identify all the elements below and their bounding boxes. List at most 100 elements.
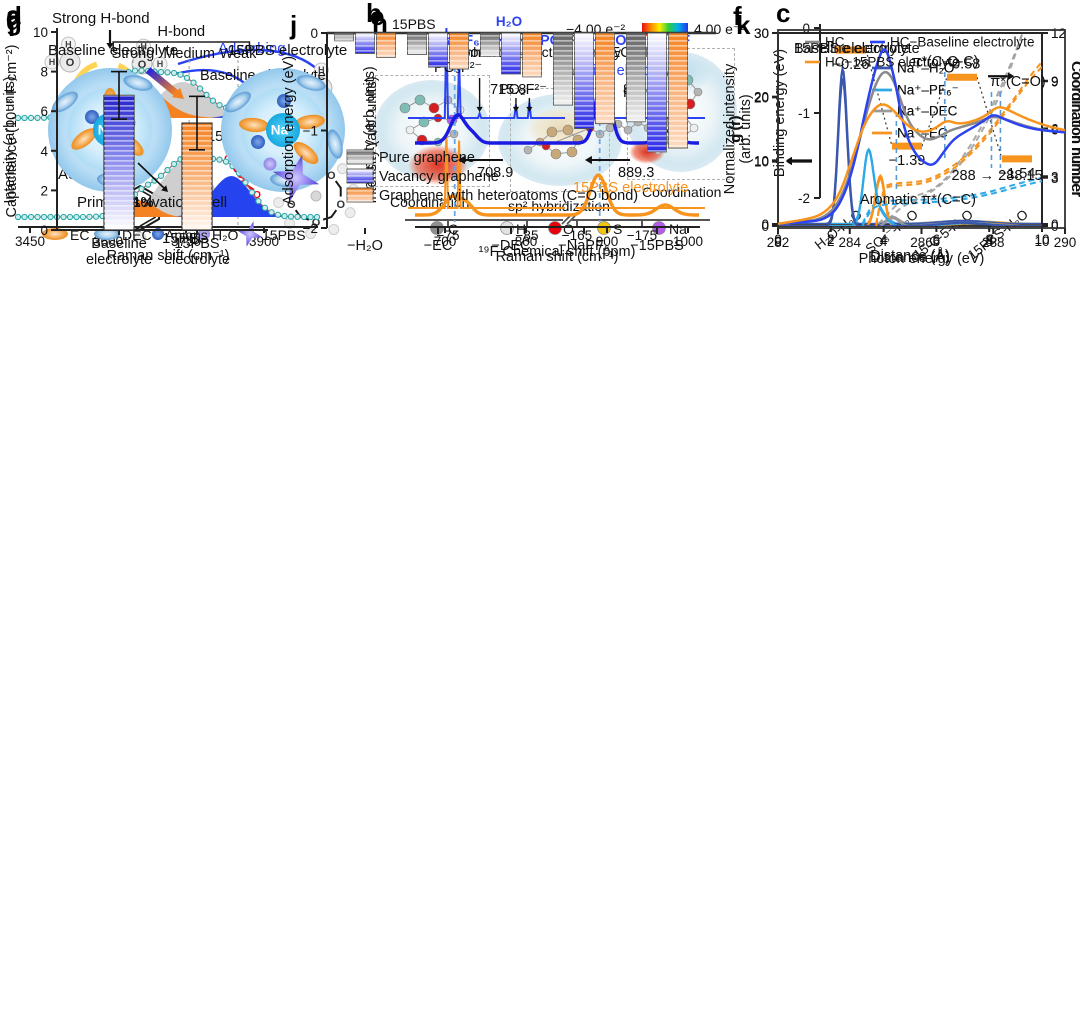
svg-text:0: 0 <box>761 219 769 234</box>
svg-text:Weak: Weak <box>220 46 258 62</box>
svg-text:288 → 288.15: 288 → 288.15 <box>951 168 1042 184</box>
svg-text:800: 800 <box>515 234 538 249</box>
legend: HC HC−Baseline electrolyte HC−15PBS electr… <box>805 35 1034 70</box>
svg-text:6: 6 <box>933 234 941 249</box>
svg-text:Adsorption energy (eV): Adsorption energy (eV) <box>281 56 297 205</box>
legend-H-label: H <box>516 221 527 237</box>
svg-text:3450: 3450 <box>15 234 45 249</box>
svg-text:Na⁺–DEC: Na⁺–DEC <box>897 104 958 119</box>
panel-g: Na⁺Na⁺ g Baseline electrolyte 15PBS elec… <box>0 0 360 258</box>
svg-text:1000: 1000 <box>673 234 703 249</box>
svg-text:Coordination number: Coordination number <box>1068 61 1080 197</box>
svg-text:Na⁺–DEC: Na⁺–DEC <box>897 104 958 119</box>
svg-text:2: 2 <box>827 234 835 249</box>
svg-text:6: 6 <box>1051 123 1059 138</box>
svg-text:Na⁺–PF₆⁻: Na⁺–PF₆⁻ <box>897 83 959 98</box>
svg-text:Na⁺–H₂O: Na⁺–H₂O <box>897 61 954 76</box>
svg-text:286: 286 <box>910 235 933 250</box>
legend-Na-label: Na <box>669 221 687 237</box>
svg-text:8: 8 <box>985 232 993 247</box>
svg-text:2: 2 <box>827 232 835 247</box>
svg-text:H: H <box>318 65 325 75</box>
svg-text:Medium: Medium <box>163 46 215 62</box>
curves <box>777 48 1066 226</box>
svg-text:−1.39: −1.39 <box>889 153 926 169</box>
panel-i: 0 2 4 6 8 10 Capacitance (10⁻⁸ F cm⁻²) Baseline… <box>0 0 280 268</box>
svg-text:O: O <box>327 170 336 182</box>
panel-k: 282 284 286 288 290 Photon energy (eV) Normali… <box>720 0 1080 267</box>
svg-text:g (r): g (r) <box>728 116 744 143</box>
region3-label: Coordination <box>642 184 722 200</box>
svg-text:electrolyte: electrolyte <box>164 252 230 268</box>
trend-arrow <box>145 67 184 99</box>
svg-text:O: O <box>312 217 321 229</box>
svg-text:Vacancy graphene: Vacancy graphene <box>379 169 499 185</box>
svg-text:10: 10 <box>33 25 48 40</box>
svg-text:Strong: Strong <box>112 46 155 62</box>
capacitance-bar-chart: 0 2 4 6 8 10 Capacitance (10⁻⁸ F cm⁻²) Baseline… <box>4 25 268 268</box>
svg-text:-2: -2 <box>798 191 810 206</box>
g-title-right: 15PBS electrolyte <box>228 42 348 59</box>
svg-text:H-bond: H-bond <box>158 24 206 40</box>
svg-text:Pure graphene: Pure graphene <box>379 150 475 166</box>
svg-text:10: 10 <box>754 155 769 170</box>
svg-text:Intensity (arb. units): Intensity (arb. units) <box>2 76 18 203</box>
svg-text:20: 20 <box>754 90 769 105</box>
svg-text:2: 2 <box>40 183 48 198</box>
svg-text:0: 0 <box>761 217 769 232</box>
svg-text:(arb. units): (arb. units) <box>738 94 754 163</box>
svg-text:Coordination number: Coordination number <box>1068 62 1080 198</box>
svg-text:PO₂F²⁻: PO₂F²⁻ <box>499 82 547 98</box>
svg-text:4: 4 <box>880 234 888 249</box>
svg-text:30: 30 <box>754 26 769 41</box>
svg-text:3750: 3750 <box>171 234 201 249</box>
panel-letter-c: c <box>776 0 791 28</box>
svg-text:Distance (Å): Distance (Å) <box>870 247 950 264</box>
panel-letter-b: b <box>366 0 382 28</box>
svg-text:Na⁺–H₂O: Na⁺–H₂O <box>897 61 954 76</box>
svg-text:Distance (Å): Distance (Å) <box>870 249 950 266</box>
svg-text:15PBS: 15PBS <box>174 236 219 252</box>
svg-text:HC−15PBS electrolyte: HC−15PBS electrolyte <box>825 55 960 70</box>
legend-15PBS-label: 15PBS <box>262 227 306 243</box>
svg-text:15PBS electrolyte: 15PBS electrolyte <box>573 180 688 196</box>
svg-text:−175: −175 <box>627 228 657 243</box>
svg-text:889.3: 889.3 <box>618 165 654 181</box>
svg-text:3: 3 <box>1051 169 1059 184</box>
svg-text:0: 0 <box>774 234 782 249</box>
svg-text:O: O <box>66 57 75 69</box>
svg-text:Baseline: Baseline <box>91 236 147 252</box>
panel-letter-k: k <box>736 10 751 40</box>
svg-text:H₂O: H₂O <box>496 14 522 29</box>
svg-text:π*(C-O-C): π*(C-O-C) <box>911 54 978 70</box>
svg-text:9: 9 <box>1051 74 1059 89</box>
svg-text:O: O <box>138 59 147 71</box>
svg-text:O: O <box>253 190 261 201</box>
svg-text:Na⁺: Na⁺ <box>271 123 295 138</box>
svg-text:−NaPF₆: −NaPF₆ <box>558 238 610 254</box>
panel-letter-a: a <box>6 0 21 30</box>
svg-text:715.8: 715.8 <box>490 82 526 98</box>
svg-text:−75: −75 <box>437 228 460 243</box>
svg-text:20: 20 <box>754 90 769 105</box>
svg-text:Graphene with heteroatoms (C=: Graphene with heteroatoms (C=O bond) <box>379 188 638 204</box>
panel-letter-j: j <box>290 10 298 40</box>
panel-a: HHOHHOHHOHHOHHOOSOOOOOOOO a Strong H-bon… <box>0 0 360 250</box>
panel-f-top: 0 10 20 30 0 3 6 9 12 0 2 4 6 8 10 Distance (Å) g (r) Coo… <box>720 0 1080 264</box>
svg-text:10: 10 <box>1034 234 1049 249</box>
svg-text:3: 3 <box>1051 171 1059 186</box>
svg-text:-1: -1 <box>798 106 810 121</box>
svg-text:H: H <box>157 59 164 69</box>
svg-text:0: 0 <box>40 223 48 238</box>
axis-arrows <box>786 72 1014 166</box>
strong-hbond-label: Strong H-bond <box>52 10 150 27</box>
svg-text:Capacitance (10⁻⁸ F cm⁻²): Capacitance (10⁻⁸ F cm⁻²) <box>4 45 20 218</box>
svg-text:3900: 3900 <box>249 234 279 249</box>
panel-letter-d: d <box>6 1 22 31</box>
